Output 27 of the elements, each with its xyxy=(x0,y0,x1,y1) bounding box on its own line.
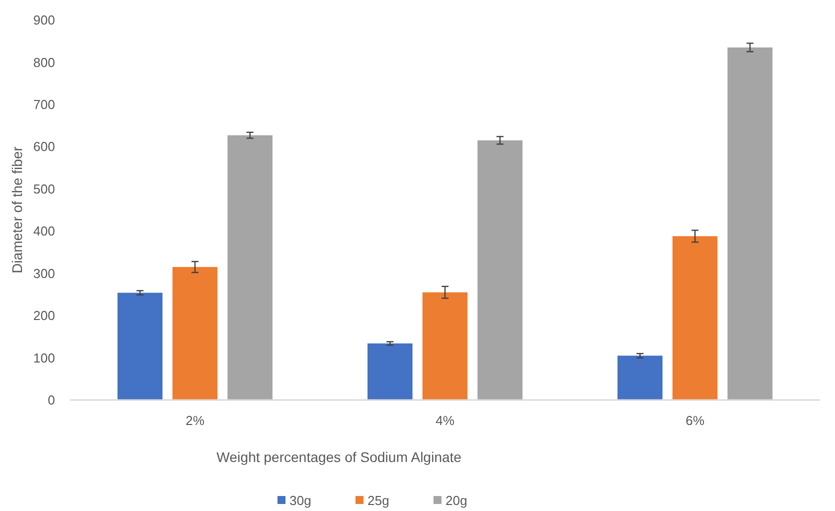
bar xyxy=(172,267,218,400)
x-axis-title: Weight percentages of Sodium Alginate xyxy=(216,449,462,465)
bar xyxy=(368,343,412,400)
x-tick-label: 6% xyxy=(686,413,705,428)
legend-label: 25g xyxy=(368,493,390,508)
legend-label: 20g xyxy=(446,493,468,508)
y-tick-label: 600 xyxy=(33,139,55,154)
bar xyxy=(422,292,468,400)
y-tick-label: 700 xyxy=(33,96,55,112)
y-axis-title: Diameter of the fiber xyxy=(9,146,25,274)
bar xyxy=(672,236,718,400)
y-tick-label: 0 xyxy=(48,392,55,408)
y-tick-label: 500 xyxy=(33,181,55,196)
bar xyxy=(118,292,162,400)
y-tick-label: 100 xyxy=(33,350,55,366)
x-tick-label: 2% xyxy=(186,413,205,428)
bar xyxy=(728,47,772,400)
y-tick-label: 300 xyxy=(33,266,55,281)
y-tick-label: 400 xyxy=(33,224,55,239)
bar xyxy=(478,140,522,400)
y-tick-label: 200 xyxy=(33,308,55,324)
legend-label: 30g xyxy=(290,493,312,508)
bar xyxy=(618,356,662,400)
x-tick-label: 4% xyxy=(436,413,455,428)
y-tick-label: 900 xyxy=(33,12,55,28)
y-tick-label: 800 xyxy=(33,54,55,70)
bar xyxy=(228,135,272,400)
